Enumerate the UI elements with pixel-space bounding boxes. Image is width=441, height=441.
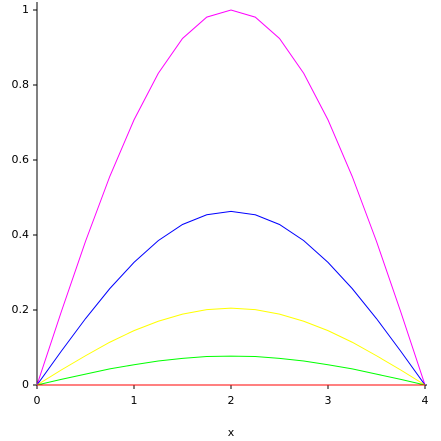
y-tick-label: 0.2 bbox=[12, 303, 30, 316]
x-tick-label: 4 bbox=[422, 394, 429, 407]
y-tick-label: 0 bbox=[22, 378, 29, 391]
x-tick-label: 0 bbox=[34, 394, 41, 407]
x-axis-label: x bbox=[228, 426, 235, 439]
line-series bbox=[36, 307, 426, 386]
line-series bbox=[36, 210, 426, 386]
y-tick-label: 0.4 bbox=[12, 228, 30, 241]
x-tick-label: 1 bbox=[131, 394, 138, 407]
y-tick-label: 1 bbox=[22, 3, 29, 16]
y-tick-label: 0.6 bbox=[12, 153, 30, 166]
x-tick-label: 2 bbox=[228, 394, 235, 407]
y-tick-label: 0.8 bbox=[12, 78, 30, 91]
x-tick-label: 3 bbox=[325, 394, 332, 407]
line-series bbox=[36, 355, 426, 386]
line-series bbox=[36, 9, 426, 386]
